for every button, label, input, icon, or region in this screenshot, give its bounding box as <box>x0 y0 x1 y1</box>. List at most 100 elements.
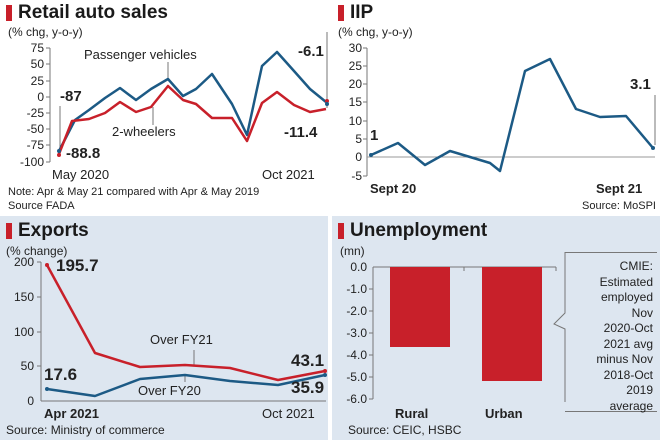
svg-text:10: 10 <box>349 114 363 128</box>
retail-auto-sales-panel: Retail auto sales (% chg, y-o-y) 75 50 25 0… <box>0 0 330 214</box>
exports-y-ticks: 200 150 100 50 0 <box>14 255 34 408</box>
retail-x-end: Oct 2021 <box>262 167 315 182</box>
iip-y-ticks: 30 25 20 15 10 5 0 -5 <box>349 41 363 183</box>
retail-subtitle: (% chg, y-o-y) <box>8 25 83 39</box>
red-marker-icon <box>338 5 344 21</box>
passenger-vehicles-line <box>57 50 327 152</box>
svg-text:-4.0: -4.0 <box>346 348 367 362</box>
category-urban: Urban <box>485 406 523 421</box>
unemployment-source: Source: CEIC, HSBC <box>348 423 462 437</box>
exports-ann-start-fy21: 195.7 <box>56 256 99 275</box>
iip-x-end: Sept 21 <box>596 181 643 196</box>
retail-chart: 75 50 25 0 -25 -50 -75 -100 <box>20 32 329 169</box>
svg-text:25: 25 <box>349 59 363 73</box>
unemployment-y-ticks: 0.0 -1.0 -2.0 -3.0 -4.0 -5.0 -6.0 <box>346 260 367 406</box>
svg-text:-3.0: -3.0 <box>346 326 367 340</box>
svg-text:-50: -50 <box>27 122 45 136</box>
ann-end-2w: -11.4 <box>284 124 318 141</box>
exports-title-text: Exports <box>18 220 89 241</box>
retail-x-start: May 2020 <box>52 167 110 182</box>
bar-rural <box>390 267 450 347</box>
over-fy21-line <box>45 264 326 382</box>
red-marker-icon <box>6 5 12 21</box>
callout-line: 2021 avg <box>603 336 653 351</box>
retail-y-ticks: 75 50 25 0 -25 -50 -75 -100 <box>20 41 44 169</box>
red-marker-icon <box>338 223 344 239</box>
two-wheelers-line <box>57 84 327 155</box>
iip-panel: IIP (% chg, y-o-y) 30 25 20 15 10 5 0 -5 1 3.1… <box>330 0 660 214</box>
callout-line: Estimated <box>599 274 653 289</box>
svg-text:0: 0 <box>355 150 362 164</box>
retail-title: Retail auto sales <box>6 2 168 24</box>
callout-line: average <box>609 398 653 413</box>
exports-chart: 200 150 100 50 0 <box>14 255 327 408</box>
retail-title-text: Retail auto sales <box>18 2 168 23</box>
callout-line: 2018-Oct <box>603 367 653 382</box>
unemployment-subtitle: (mn) <box>340 244 365 258</box>
unemployment-title-text: Unemployment <box>350 220 488 241</box>
svg-text:25: 25 <box>31 74 45 88</box>
iip-source: Source: MoSPI <box>582 200 656 212</box>
exports-subtitle: (% change) <box>6 244 68 258</box>
svg-text:0: 0 <box>37 90 44 104</box>
svg-text:-75: -75 <box>27 138 45 152</box>
label-over-fy21: Over FY21 <box>150 332 213 347</box>
svg-text:-6.0: -6.0 <box>346 392 367 406</box>
ann-start-2w: -88.8 <box>66 145 101 162</box>
callout-line: CMIE: <box>619 259 653 273</box>
retail-source: Source FADA <box>8 200 75 212</box>
over-fy20-line <box>46 373 326 398</box>
exports-panel: Exports (% change) 200 150 100 50 0 195.7 17… <box>0 216 328 440</box>
exports-x-start: Apr 2021 <box>44 406 99 421</box>
svg-text:-100: -100 <box>20 155 44 169</box>
callout-line: employed <box>600 290 653 304</box>
callout-line: Nov <box>631 305 653 320</box>
svg-text:150: 150 <box>14 290 34 304</box>
unemployment-chart: 0.0 -1.0 -2.0 -3.0 -4.0 -5.0 -6.0 <box>346 252 566 406</box>
exports-source: Source: Ministry of commerce <box>6 423 165 437</box>
svg-text:30: 30 <box>349 41 363 55</box>
ann-start-pv: -87 <box>60 88 82 105</box>
svg-text:75: 75 <box>31 41 45 55</box>
exports-ann-start-fy20: 17.6 <box>44 365 78 384</box>
svg-text:200: 200 <box>14 255 34 269</box>
unemployment-title: Unemployment <box>338 220 487 242</box>
category-rural: Rural <box>395 406 429 421</box>
exports-ann-end-fy20: 35.9 <box>291 378 325 397</box>
retail-note: Note: Apr & May 21 compared with Apr & M… <box>8 186 260 198</box>
iip-x-start: Sept 20 <box>370 181 417 196</box>
iip-title-text: IIP <box>350 2 374 23</box>
label-over-fy20: Over FY20 <box>138 383 201 398</box>
ann-end-pv: -6.1 <box>298 43 324 60</box>
cmie-callout: CMIE: Estimated employed Nov 2020-Oct 20… <box>565 252 657 413</box>
svg-text:100: 100 <box>14 325 34 339</box>
svg-text:50: 50 <box>31 57 45 71</box>
svg-text:-1.0: -1.0 <box>346 282 367 296</box>
red-marker-icon <box>6 223 12 239</box>
iip-subtitle: (% chg, y-o-y) <box>338 25 413 39</box>
svg-text:-25: -25 <box>27 106 45 120</box>
svg-text:15: 15 <box>349 95 363 109</box>
svg-text:20: 20 <box>349 77 363 91</box>
iip-line <box>370 57 654 173</box>
callout-line: 2020-Oct <box>603 321 653 335</box>
svg-text:-5: -5 <box>351 169 362 183</box>
iip-ann-start: 1 <box>370 127 379 144</box>
label-passenger-vehicles: Passenger vehicles <box>84 47 197 62</box>
iip-title: IIP <box>338 2 373 24</box>
svg-text:0.0: 0.0 <box>350 260 367 274</box>
unemployment-panel: Unemployment (mn) 0.0 -1.0 -2.0 -3.0 -4.0 -5… <box>332 216 660 440</box>
callout-line: minus Nov <box>596 352 653 366</box>
svg-text:-2.0: -2.0 <box>346 304 367 318</box>
callout-line: 2019 <box>626 383 653 397</box>
bar-urban <box>482 267 542 381</box>
iip-ann-end: 3.1 <box>630 76 651 93</box>
svg-text:0: 0 <box>27 394 34 408</box>
label-two-wheelers: 2-wheelers <box>112 124 176 139</box>
exports-title: Exports <box>6 220 89 242</box>
exports-ann-end-fy21: 43.1 <box>291 351 325 370</box>
svg-text:-5.0: -5.0 <box>346 370 367 384</box>
svg-text:50: 50 <box>21 359 35 373</box>
iip-chart: 30 25 20 15 10 5 0 -5 <box>349 41 656 183</box>
exports-x-end: Oct 2021 <box>262 406 315 421</box>
